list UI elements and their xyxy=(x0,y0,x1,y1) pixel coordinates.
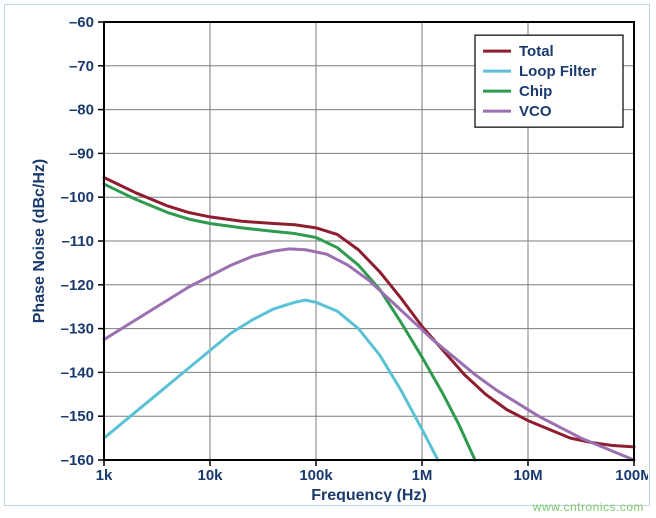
legend-label-chip: Chip xyxy=(519,83,552,100)
svg-text:1k: 1k xyxy=(96,467,113,484)
svg-text:1M: 1M xyxy=(412,467,433,484)
svg-text:–80: –80 xyxy=(69,102,94,119)
svg-text:–60: –60 xyxy=(69,14,94,31)
svg-text:–100: –100 xyxy=(61,189,94,206)
svg-text:–140: –140 xyxy=(61,364,94,381)
svg-text:–130: –130 xyxy=(61,321,94,338)
y-axis-label: Phase Noise (dBc/Hz) xyxy=(31,159,48,323)
svg-text:100k: 100k xyxy=(299,467,333,484)
svg-text:–90: –90 xyxy=(69,145,94,162)
svg-text:10k: 10k xyxy=(197,467,223,484)
svg-text:–150: –150 xyxy=(61,408,94,425)
svg-text:100M: 100M xyxy=(615,467,648,484)
svg-text:–110: –110 xyxy=(61,233,94,250)
chart-svg: 1k 10k 100k 1M 10M 100M –160 –150 –140 –130 –120 –1… xyxy=(8,8,648,502)
legend-label-total: Total xyxy=(519,43,554,60)
svg-text:–70: –70 xyxy=(69,58,94,75)
x-axis-label: Frequency (Hz) xyxy=(311,487,427,502)
svg-text:10M: 10M xyxy=(513,467,542,484)
svg-text:–160: –160 xyxy=(61,452,94,469)
watermark-text: www.cntronics.com xyxy=(533,500,644,514)
svg-text:–120: –120 xyxy=(61,277,94,294)
legend-label-loop-filter: Loop Filter xyxy=(519,63,597,80)
legend-label-vco: VCO xyxy=(519,103,552,120)
phase-noise-chart: 1k 10k 100k 1M 10M 100M –160 –150 –140 –130 –120 –1… xyxy=(8,8,648,502)
